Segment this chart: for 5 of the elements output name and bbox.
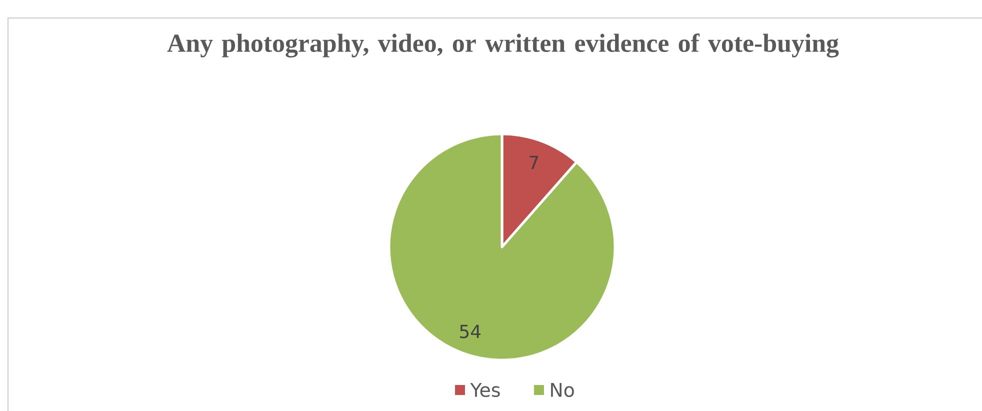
chart-title: Any photography, video, or written evidence of vote-buying — [167, 34, 839, 58]
legend-label: No — [551, 382, 574, 398]
data-label: 7 — [530, 156, 538, 169]
data-label: 54 — [460, 324, 481, 338]
legend-label: Yes — [470, 382, 500, 398]
